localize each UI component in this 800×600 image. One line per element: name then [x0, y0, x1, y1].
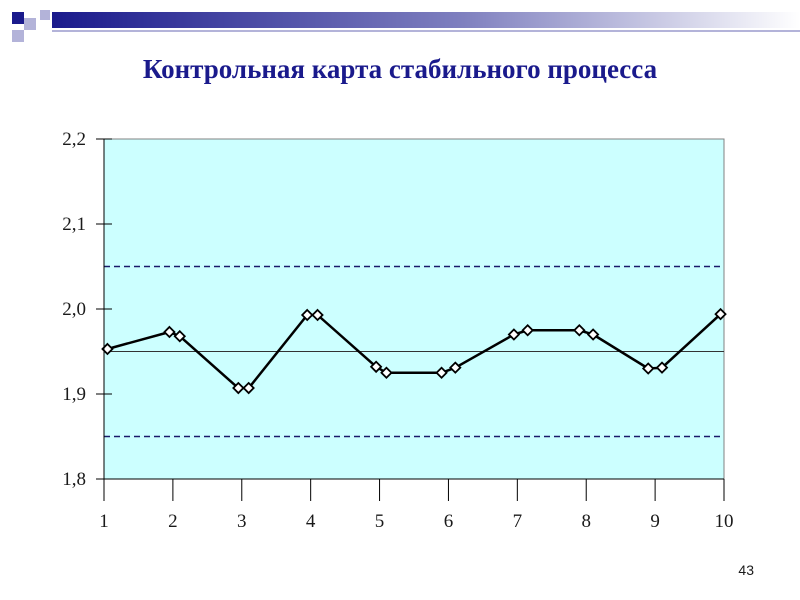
header-square-light — [12, 30, 24, 42]
y-tick-label: 1,8 — [62, 469, 86, 490]
slide-header-decoration — [12, 10, 800, 42]
data-point — [311, 308, 324, 322]
y-tick-label: 2,1 — [62, 214, 86, 235]
x-tick-label: 5 — [375, 511, 385, 532]
x-tick-label: 8 — [581, 511, 591, 532]
y-tick-label: 2,0 — [62, 299, 86, 320]
data-point — [232, 381, 245, 395]
x-tick-label: 4 — [306, 511, 316, 532]
data-point — [714, 307, 727, 321]
series-line — [107, 313, 722, 390]
header-square-dark — [12, 12, 24, 24]
data-point — [300, 308, 314, 322]
data-point — [586, 328, 600, 341]
plot-area — [103, 138, 725, 480]
y-tick-label: 1,9 — [62, 384, 86, 405]
x-tick-label: 2 — [168, 511, 178, 532]
data-point — [573, 323, 586, 337]
data-point — [369, 360, 383, 374]
data-point — [173, 329, 187, 343]
x-tick-label: 10 — [715, 511, 734, 532]
y-tick-label: 2,2 — [62, 129, 86, 150]
header-gradient-bar — [52, 12, 800, 28]
data-point — [435, 366, 448, 380]
data-point — [521, 323, 534, 337]
data-point — [655, 361, 669, 374]
page-number: 43 — [738, 562, 754, 578]
data-point — [163, 325, 176, 339]
slide-title: Контрольная карта стабильного процесса — [142, 54, 658, 84]
x-tick-label: 3 — [237, 511, 247, 532]
header-square-light — [24, 18, 36, 30]
data-point — [449, 361, 462, 374]
data-point — [507, 328, 521, 341]
header-square-light — [40, 10, 50, 20]
x-tick-label: 7 — [513, 511, 523, 532]
header-divider-line — [52, 30, 800, 32]
data-point — [641, 362, 655, 375]
x-tick-label: 1 — [99, 511, 109, 532]
data-point — [380, 366, 393, 380]
x-tick-label: 9 — [650, 511, 660, 532]
x-tick-label: 6 — [444, 511, 454, 532]
data-point — [242, 381, 255, 395]
